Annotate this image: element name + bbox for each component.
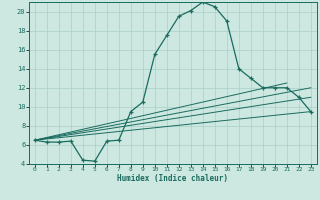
X-axis label: Humidex (Indice chaleur): Humidex (Indice chaleur) xyxy=(117,174,228,183)
